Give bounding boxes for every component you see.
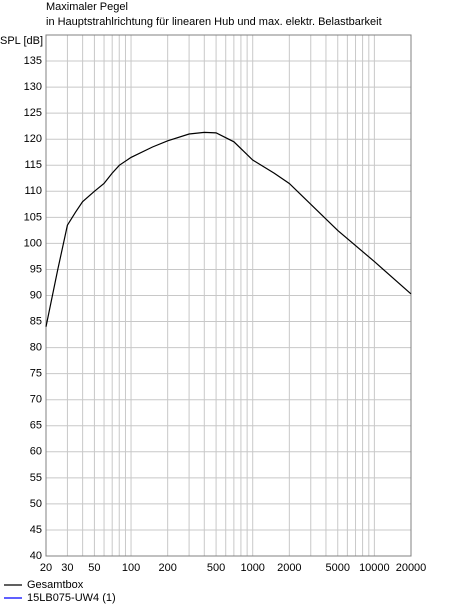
x-tick-label: 10000 (359, 562, 390, 574)
x-tick-label: 50 (88, 562, 100, 574)
y-tick-label: 120 (24, 133, 42, 145)
x-tick-label: 5000 (326, 562, 350, 574)
y-tick-label: 135 (24, 55, 42, 67)
chart-subtitle: in Hauptstrahlrichtung für linearen Hub … (46, 16, 382, 28)
x-tick-label: 30 (61, 562, 73, 574)
y-tick-label: 85 (30, 315, 42, 327)
y-tick-label: 100 (24, 237, 42, 249)
x-tick-label: 100 (122, 562, 140, 574)
x-tick-label: 500 (207, 562, 225, 574)
x-tick-label: 200 (158, 562, 176, 574)
x-tick-label: 1000 (240, 562, 264, 574)
y-tick-label: 45 (30, 524, 42, 536)
y-tick-label: 110 (24, 185, 42, 197)
series-line (45, 131, 412, 327)
chart-title: Maximaler Pegel (46, 1, 128, 13)
y-tick-label: 50 (30, 498, 42, 510)
y-tick-label: 125 (24, 107, 42, 119)
x-tick-label: 20 (40, 562, 52, 574)
y-tick-label: 95 (30, 263, 42, 275)
y-tick-label: 105 (24, 211, 42, 223)
y-tick-label: 80 (30, 342, 42, 354)
y-tick-label: 115 (24, 159, 42, 171)
y-tick-label: 55 (30, 472, 42, 484)
y-tick-label: 40 (30, 550, 42, 562)
y-tick-label: 75 (30, 368, 42, 380)
y-tick-label: 130 (24, 81, 42, 93)
y-tick-label: 70 (30, 394, 42, 406)
y-tick-label: 90 (30, 289, 42, 301)
x-tick-label: 2000 (277, 562, 301, 574)
y-tick-label: 65 (30, 420, 42, 432)
y-tick-label: 60 (30, 446, 42, 458)
legend-label: 15LB075-UW4 (1) (27, 592, 116, 604)
y-axis-label: SPL [dB] (0, 35, 43, 47)
legend-label: Gesamtbox (27, 579, 84, 591)
plot-frame (45, 34, 412, 557)
x-tick-label: 20000 (396, 562, 427, 574)
